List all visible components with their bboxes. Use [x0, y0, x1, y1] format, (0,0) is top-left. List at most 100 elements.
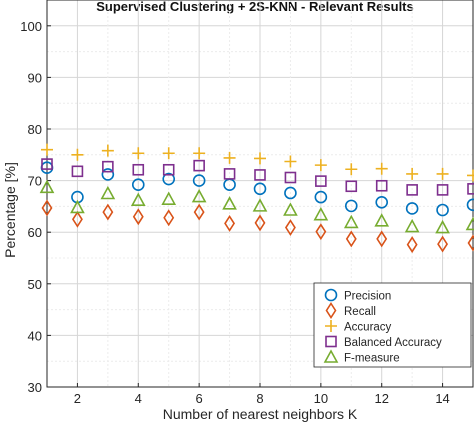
data-point-f-measure — [39, 179, 55, 194]
x-axis: 2 4 6 8 10 12 14 — [74, 383, 450, 406]
data-point-f-measure — [252, 198, 268, 212]
data-point-accuracy — [314, 159, 327, 172]
legend-label-recall: Recall — [344, 306, 376, 318]
data-point-balanced-accuracy — [132, 163, 145, 176]
data-point-balanced-accuracy — [315, 175, 327, 187]
data-point-f-measure — [100, 185, 116, 200]
data-point-accuracy — [254, 152, 266, 165]
data-point-recall — [224, 214, 236, 232]
x-tick-label: 10 — [314, 391, 328, 406]
data-point-recall — [345, 230, 357, 248]
data-point-accuracy — [41, 143, 53, 156]
data-point-recall — [437, 235, 449, 253]
data-point-accuracy — [223, 151, 236, 164]
legend-label-balanced-accuracy: Balanced Accuracy — [344, 337, 442, 349]
data-point-balanced-accuracy — [436, 184, 449, 196]
legend-marker-precision — [324, 288, 338, 302]
data-point-balanced-accuracy — [41, 158, 53, 170]
legend-marker-balanced-accuracy — [325, 335, 337, 348]
data-point-recall — [376, 230, 388, 248]
data-point-accuracy — [132, 147, 145, 160]
data-point-balanced-accuracy — [467, 183, 474, 195]
data-point-balanced-accuracy — [406, 184, 418, 196]
data-point-accuracy — [162, 147, 175, 160]
data-point-f-measure — [161, 191, 177, 205]
y-axis: 30 40 50 60 70 80 90 100 — [20, 19, 51, 395]
legend: Precision Recall Accuracy Balanced Accuracy… — [313, 282, 472, 368]
data-point-accuracy — [284, 155, 297, 168]
data-point-f-measure — [404, 218, 420, 233]
data-point-f-measure — [343, 214, 359, 229]
legend-marker-recall — [325, 302, 337, 319]
data-point-f-measure — [313, 206, 329, 221]
x-tick-label: 8 — [256, 391, 263, 406]
y-tick-label: 30 — [28, 380, 42, 395]
data-point-precision — [436, 203, 449, 217]
data-point-balanced-accuracy — [162, 163, 175, 176]
legend-label-f-measure: F-measure — [344, 353, 400, 365]
legend-marker-accuracy — [325, 320, 337, 332]
x-tick-label: 4 — [135, 391, 142, 406]
data-point-recall — [254, 214, 266, 232]
data-point-recall — [132, 208, 144, 226]
x-tick-label: 14 — [435, 391, 449, 406]
legend-label-precision: Precision — [344, 291, 391, 303]
data-point-accuracy — [71, 148, 84, 161]
data-point-recall — [102, 203, 114, 221]
data-point-balanced-accuracy — [223, 168, 236, 180]
data-point-accuracy — [467, 169, 474, 182]
data-point-balanced-accuracy — [102, 160, 114, 173]
data-point-accuracy — [375, 162, 388, 175]
x-tick-label: 12 — [374, 391, 388, 406]
data-point-f-measure — [70, 199, 85, 214]
y-tick-label: 90 — [28, 70, 42, 85]
data-point-recall — [406, 236, 418, 254]
data-point-accuracy — [345, 163, 358, 176]
data-point-f-measure — [191, 188, 207, 203]
data-point-balanced-accuracy — [193, 159, 205, 172]
chart-title: Supervised Clustering + 2S-KNN - Relevan… — [96, 0, 414, 14]
x-axis-label: Number of nearest neighbors K — [163, 406, 358, 422]
data-point-precision — [101, 168, 115, 181]
data-point-balanced-accuracy — [345, 180, 358, 193]
data-point-accuracy — [436, 167, 449, 180]
data-point-accuracy — [193, 147, 206, 160]
legend-box — [313, 282, 472, 368]
data-point-precision — [131, 178, 145, 192]
data-point-accuracy — [101, 144, 114, 157]
y-tick-label: 80 — [28, 122, 42, 137]
data-point-recall — [193, 203, 205, 221]
data-point-recall — [467, 234, 474, 252]
data-point-recall — [284, 219, 296, 237]
data-point-recall — [163, 209, 175, 227]
data-point-f-measure — [222, 196, 237, 210]
legend-label-accuracy: Accuracy — [344, 322, 392, 334]
y-tick-label: 100 — [20, 19, 42, 34]
data-point-precision — [192, 174, 206, 187]
data-point-balanced-accuracy — [375, 179, 388, 192]
data-point-balanced-accuracy — [284, 171, 297, 184]
data-point-precision — [466, 198, 474, 212]
data-point-accuracy — [406, 167, 419, 180]
y-tick-label: 70 — [28, 174, 42, 189]
data-point-precision — [253, 182, 267, 196]
data-point-precision — [314, 190, 328, 204]
data-point-f-measure — [130, 192, 146, 207]
data-point-balanced-accuracy — [254, 169, 266, 181]
data-point-precision — [344, 199, 358, 213]
data-point-precision — [162, 172, 176, 186]
data-point-f-measure — [374, 213, 390, 227]
data-point-precision — [284, 186, 297, 200]
data-point-f-measure — [435, 219, 450, 234]
y-axis-label: Percentage [%] — [2, 162, 18, 258]
data-point-f-measure — [465, 216, 474, 231]
data-point-f-measure — [283, 202, 298, 216]
data-point-recall — [41, 199, 53, 217]
x-tick-label: 6 — [196, 391, 203, 406]
data-marks — [39, 143, 474, 254]
y-tick-label: 60 — [28, 225, 42, 240]
y-tick-label: 50 — [28, 277, 42, 292]
y-tick-label: 40 — [28, 328, 42, 343]
data-point-balanced-accuracy — [71, 165, 84, 178]
